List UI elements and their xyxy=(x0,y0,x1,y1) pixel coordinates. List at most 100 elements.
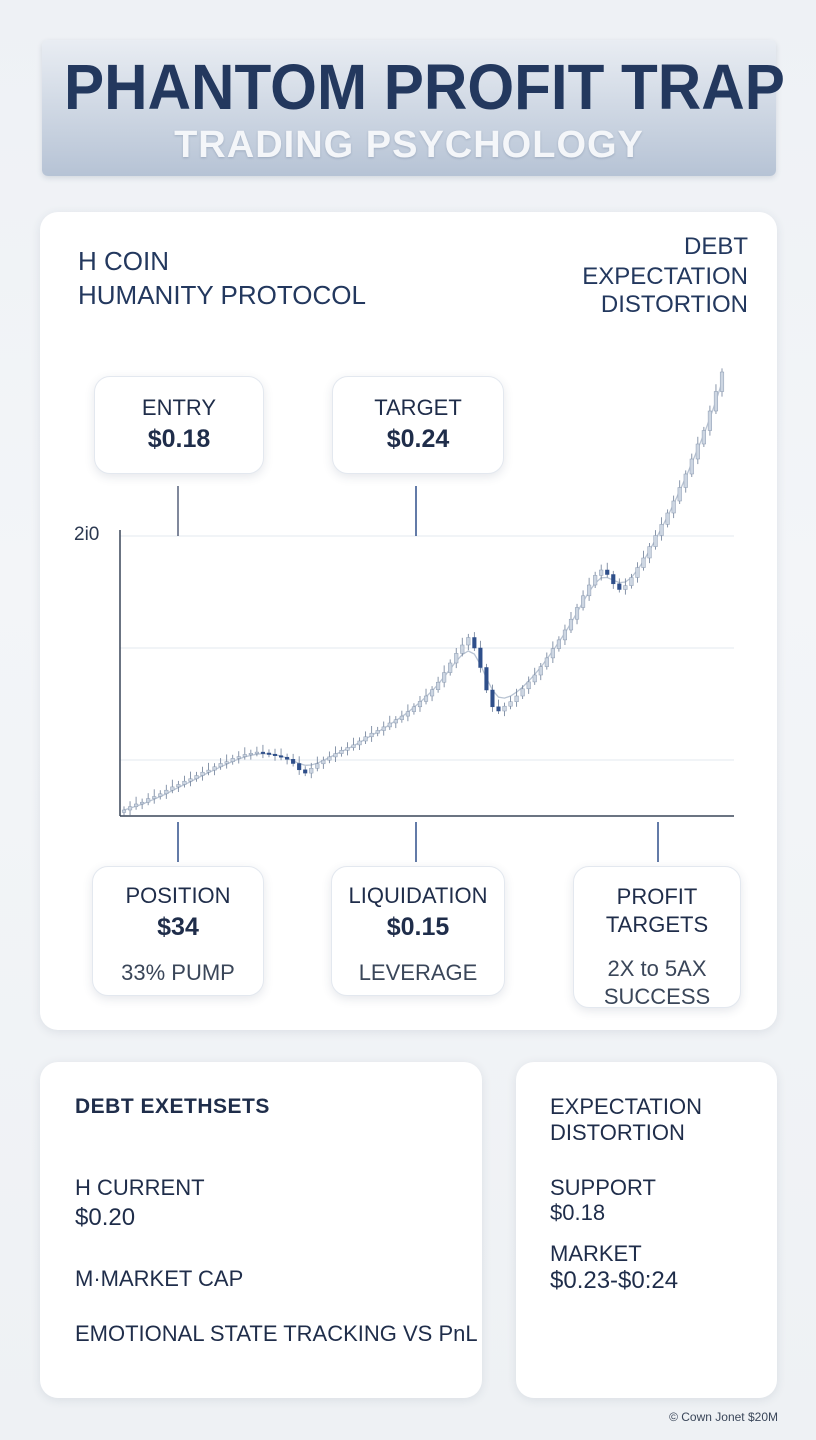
candle-58 xyxy=(472,632,477,651)
coin-ticker: H COIN xyxy=(78,246,169,276)
candle-24 xyxy=(266,749,272,758)
candle-15 xyxy=(212,763,217,776)
market-value: $0.23-$0:24 xyxy=(550,1267,679,1294)
candle-89 xyxy=(659,517,664,541)
entry-value: $0.18 xyxy=(147,425,211,453)
candle-66 xyxy=(520,685,525,699)
candle-81 xyxy=(611,570,616,589)
candle-47 xyxy=(405,704,410,722)
candle-7 xyxy=(164,784,169,799)
candle-57 xyxy=(466,633,471,651)
candle-94 xyxy=(689,453,694,477)
candle-8 xyxy=(170,779,175,794)
candle-39 xyxy=(357,737,362,750)
profit-label-2: TARGETS xyxy=(605,912,709,937)
profit-targets-card: PROFIT TARGETS 2X to 5AX SUCCESS xyxy=(573,866,741,1009)
candle-87 xyxy=(647,543,652,564)
candle-93 xyxy=(683,470,688,493)
side-heading-line-1: DEBT xyxy=(683,233,748,260)
candle-83 xyxy=(623,578,628,595)
expectation-heading: EXPECTATION DISTORTION xyxy=(550,1094,702,1146)
target-value: $0.24 xyxy=(386,425,450,453)
candle-30 xyxy=(303,766,308,777)
coin-name: H COIN HUMANITY PROTOCOL xyxy=(78,244,366,312)
page-subtitle: TRADING PSYCHOLOGY xyxy=(174,124,644,166)
candle-21 xyxy=(248,749,253,760)
candle-65 xyxy=(514,688,519,707)
candle-97 xyxy=(707,405,712,436)
liquidation-value: $0.15 xyxy=(386,913,450,941)
header-banner: PHANTOM PROFIT TRAP TRADING PSYCHOLOGY xyxy=(42,40,785,176)
candle-22 xyxy=(254,746,259,757)
support-value: $0.18 xyxy=(550,1200,606,1225)
target-card: TARGET $0.24 xyxy=(332,376,504,474)
candle-45 xyxy=(393,716,398,729)
current-label: H CURRENT xyxy=(75,1175,205,1200)
candle-74 xyxy=(568,612,574,633)
candle-0 xyxy=(121,806,127,816)
candle-2 xyxy=(134,796,139,810)
profit-label-1: PROFIT xyxy=(616,884,698,909)
expectation-heading-2: DISTORTION xyxy=(550,1120,685,1145)
candle-50 xyxy=(423,688,429,705)
candle-82 xyxy=(617,578,622,593)
expectation-panel xyxy=(516,1062,777,1398)
entry-label: ENTRY xyxy=(141,395,217,420)
page-title: PHANTOM PROFIT TRAP xyxy=(64,51,785,123)
candle-37 xyxy=(345,742,350,756)
candle-73 xyxy=(562,624,567,645)
support-label: SUPPORT xyxy=(550,1175,656,1200)
candle-79 xyxy=(599,564,604,581)
candle-67 xyxy=(526,676,531,694)
side-heading-line-2: EXPECTATION xyxy=(582,263,748,290)
target-label: TARGET xyxy=(374,395,462,420)
candle-62 xyxy=(496,699,501,714)
position-card: POSITION $34 33% PUMP xyxy=(92,866,264,996)
candle-16 xyxy=(218,758,223,770)
candle-69 xyxy=(538,663,543,681)
candle-95 xyxy=(695,436,700,465)
emotional-tracking-label: EMOTIONAL STATE TRACKING VS PnL xyxy=(75,1321,478,1346)
candle-90 xyxy=(665,509,670,528)
candle-40 xyxy=(363,731,368,744)
candle-99 xyxy=(719,368,725,397)
candle-98 xyxy=(713,384,719,414)
candle-56 xyxy=(460,637,465,657)
position-note: 33% PUMP xyxy=(121,960,235,985)
candle-54 xyxy=(448,659,453,676)
entry-card: ENTRY $0.18 xyxy=(94,376,264,474)
candle-96 xyxy=(701,426,706,447)
candle-60 xyxy=(484,663,489,693)
candle-19 xyxy=(236,751,241,764)
candle-9 xyxy=(176,780,181,792)
candle-10 xyxy=(182,775,187,788)
profit-note-1: 2X to 5AX xyxy=(607,956,707,981)
candle-36 xyxy=(339,746,344,757)
candle-14 xyxy=(206,762,211,776)
candle-25 xyxy=(272,748,278,761)
candle-1 xyxy=(127,801,133,816)
candle-26 xyxy=(279,748,284,761)
candle-5 xyxy=(152,789,157,804)
candle-13 xyxy=(200,766,205,781)
debt-panel xyxy=(40,1062,482,1398)
candle-72 xyxy=(556,636,561,652)
candle-55 xyxy=(454,648,459,669)
candle-38 xyxy=(351,737,356,751)
candle-85 xyxy=(635,562,640,583)
candle-75 xyxy=(574,603,580,625)
candle-61 xyxy=(490,684,495,712)
position-label: POSITION xyxy=(125,883,231,908)
candle-86 xyxy=(641,550,646,571)
candle-3 xyxy=(140,798,145,810)
moving-average-line xyxy=(123,382,723,811)
position-value: $34 xyxy=(157,913,199,941)
market-cap-label: M·MARKET CAP xyxy=(75,1266,244,1291)
chart-side-heading: DEBT EXPECTATION DISTORTION xyxy=(508,232,748,320)
copyright-footer: © Cown Jonet $20M xyxy=(669,1410,778,1424)
candles xyxy=(121,368,725,816)
candle-70 xyxy=(544,652,549,670)
candle-78 xyxy=(593,571,598,588)
market-label: MARKET xyxy=(550,1241,642,1266)
